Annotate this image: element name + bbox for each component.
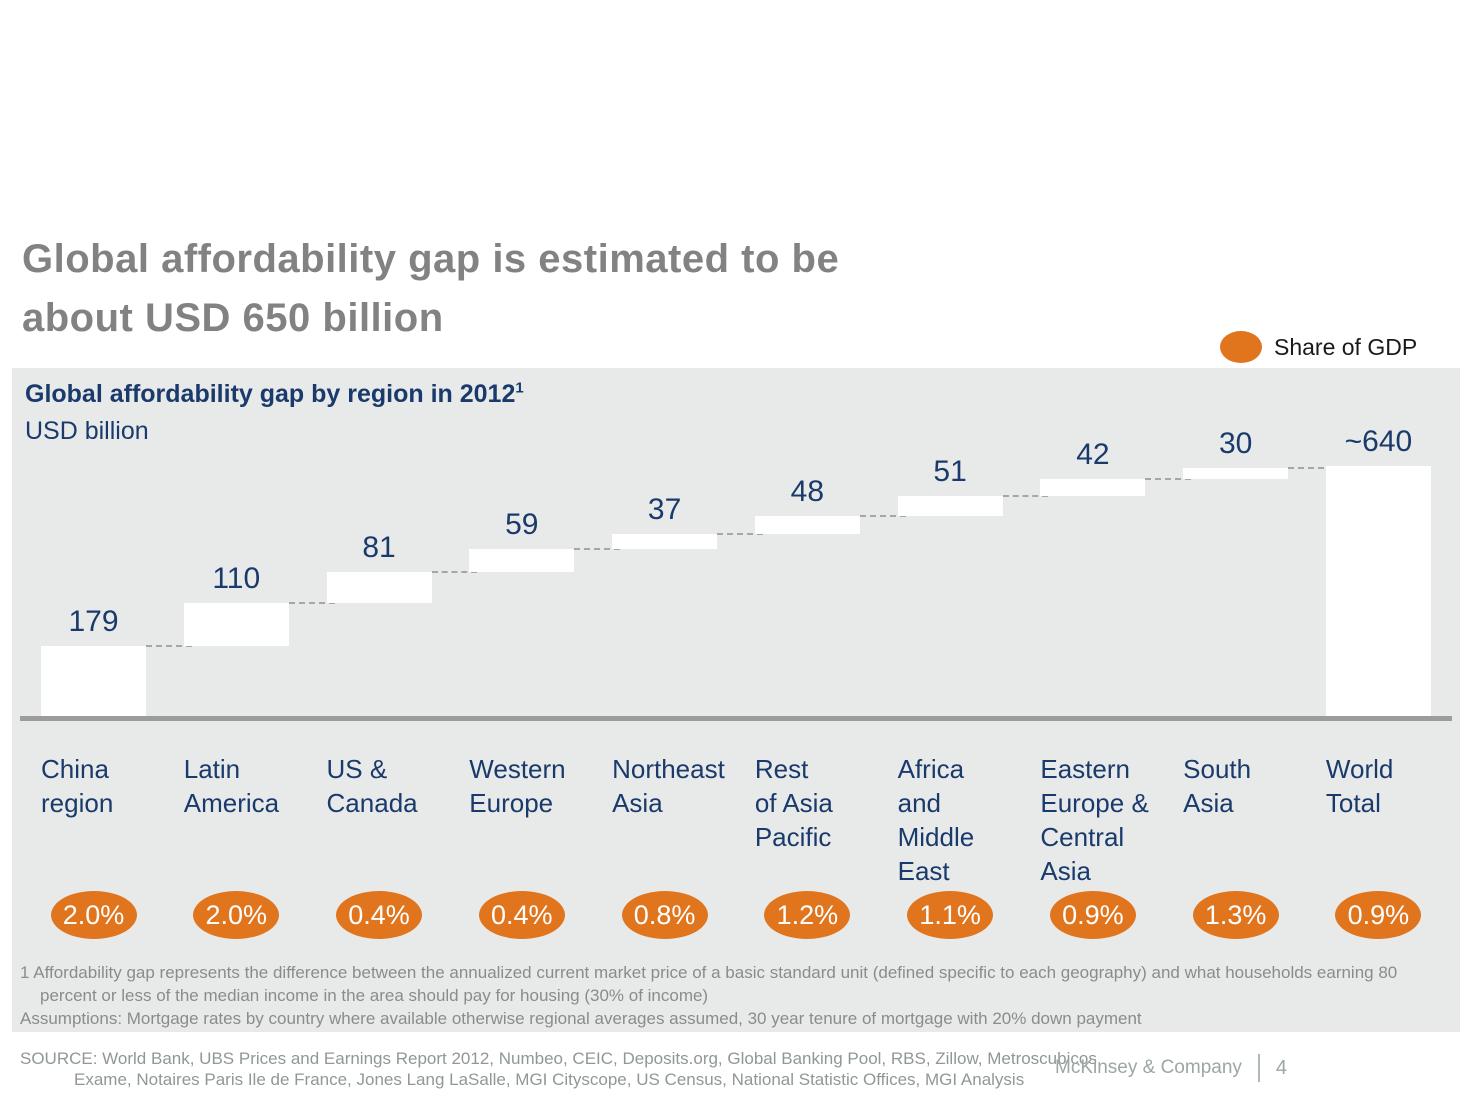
category-label-line: Latin [183, 754, 241, 784]
category-label-eastern-europe-central-asia: Eastern Europe & Central Asia [1040, 752, 1179, 888]
category-label-line: Asia [1183, 788, 1234, 818]
category-label-line: America [183, 788, 280, 818]
bar-value-world-total: ~640 [1344, 425, 1413, 459]
source-note: SOURCE: World Bank, UBS Prices and Earni… [20, 1048, 1102, 1090]
category-label-line: Africa [897, 754, 965, 784]
footnote-line-3: Assumptions: Mortgage rates by country w… [20, 1009, 1142, 1028]
category-label-line: US & [326, 754, 388, 784]
category-label-china-region: China region [41, 752, 180, 820]
bar-value-rest-of-asia-pacific: 48 [790, 474, 825, 508]
category-label-us-canada: US & Canada [327, 752, 466, 820]
source-line-2: Exame, Notaires Paris Ile de France, Jon… [74, 1070, 1025, 1089]
waterfall-bar-eastern-europe-central-asia [1040, 479, 1146, 496]
exhibit-title: Global affordability gap by region in 20… [25, 380, 524, 409]
category-label-line: Total [1325, 788, 1381, 818]
gdp-share-badge-us-canada: 0.4% [336, 891, 423, 939]
category-label-line: China [41, 754, 109, 784]
category-label-line: Eastern [1040, 754, 1130, 784]
gdp-share-badge-western-europe: 0.4% [478, 891, 565, 939]
waterfall-connector-7 [1002, 494, 1049, 497]
category-label-rest-of-asia-pacific: Rest of Asia Pacific [755, 752, 894, 854]
category-label-line: region [41, 788, 114, 818]
waterfall-bar-china-region [41, 646, 146, 716]
category-label-line: Western [469, 754, 566, 784]
gdp-share-badge-rest-of-asia-pacific: 1.2% [764, 891, 851, 939]
category-label-line: Rest [754, 754, 809, 784]
waterfall-bar-world-total [1325, 466, 1431, 716]
unit-label: USD billion [25, 417, 149, 445]
slide-title: Global affordability gap is estimated to… [22, 230, 839, 348]
waterfall-connector-4 [574, 547, 621, 550]
category-label-africa-and-middle-east: Africa and Middle East [898, 752, 1037, 888]
chart-baseline-axis [20, 716, 1452, 721]
category-label-line: Northeast [612, 754, 725, 784]
waterfall-bar-rest-of-asia-pacific [754, 515, 860, 535]
category-label-line: of Asia [754, 788, 833, 818]
brand-name: McKinsey & Company [1055, 1057, 1242, 1078]
waterfall-connector-1 [146, 645, 192, 648]
gdp-share-badge-south-asia: 1.3% [1192, 891, 1279, 939]
waterfall-connector-8 [1145, 478, 1192, 481]
waterfall-bar-us-canada [326, 571, 432, 604]
gdp-share-badge-eastern-europe-central-asia: 0.9% [1049, 891, 1136, 939]
gdp-share-badge-latin-america: 2.0% [193, 891, 280, 939]
bar-value-china-region: 179 [68, 605, 119, 639]
bar-value-south-asia: 30 [1218, 426, 1253, 460]
category-label-western-europe: Western Europe [469, 752, 608, 820]
category-label-south-asia: South Asia [1183, 752, 1322, 820]
bar-value-western-europe: 59 [505, 507, 539, 541]
category-label-northeast-asia: Northeast Asia [612, 752, 751, 820]
orange-ellipse-icon [1220, 331, 1262, 363]
gdp-share-badge-northeast-asia: 0.8% [621, 891, 708, 939]
gdp-legend: Share of GDP [1220, 331, 1417, 363]
gdp-share-badge-china-region: 2.0% [50, 891, 137, 939]
category-label-line: Middle [897, 822, 975, 852]
category-label-line: Asia [1040, 856, 1091, 886]
footnote-line-1: 1 Affordability gap represents the diffe… [20, 963, 1398, 982]
source-line-1: SOURCE: World Bank, UBS Prices and Earni… [20, 1049, 1102, 1068]
category-label-line: Pacific [754, 822, 832, 852]
page-number: 4 [1275, 1056, 1288, 1079]
waterfall-connector-5 [717, 533, 763, 536]
category-label-world-total: World Total [1326, 752, 1465, 820]
waterfall-bar-latin-america [183, 603, 289, 647]
bar-value-eastern-europe-central-asia: 42 [1076, 438, 1110, 472]
bar-value-africa-and-middle-east: 51 [933, 454, 967, 488]
category-label-line: Asia [612, 788, 663, 818]
legend-label: Share of GDP [1274, 333, 1418, 360]
bar-value-us-canada: 81 [362, 530, 396, 564]
slide-footer: McKinsey & Company 4 [1055, 1052, 1287, 1084]
exhibit-title-text: Global affordability gap by region in 20… [25, 380, 516, 408]
category-label-line: World [1325, 754, 1394, 784]
category-label-line: Europe & [1040, 788, 1149, 818]
bar-value-northeast-asia: 37 [647, 493, 682, 527]
waterfall-connector-9 [1288, 466, 1334, 469]
category-label-line: Canada [326, 788, 418, 818]
footnote-line-2: percent or less of the median income in … [40, 986, 709, 1005]
category-label-line: Europe [469, 788, 554, 818]
slide-title-line-2: about USD 650 billion [22, 296, 444, 340]
waterfall-bar-africa-and-middle-east [897, 495, 1003, 516]
waterfall-bar-western-europe [469, 548, 575, 572]
gdp-share-badge-africa-and-middle-east: 1.1% [907, 891, 994, 939]
footer-divider [1257, 1054, 1260, 1082]
waterfall-connector-2 [288, 602, 335, 605]
category-label-line: South [1183, 754, 1252, 784]
bar-value-latin-america: 110 [212, 562, 261, 596]
waterfall-bar-south-asia [1183, 467, 1289, 480]
waterfall-connector-6 [859, 514, 906, 517]
waterfall-bar-northeast-asia [612, 534, 718, 549]
category-label-line: and [897, 788, 941, 818]
gdp-share-badge-world-total: 0.9% [1335, 891, 1422, 939]
category-label-line: Central [1040, 822, 1125, 852]
waterfall-connector-3 [431, 570, 478, 573]
slide-title-line-1: Global affordability gap is estimated to… [22, 237, 840, 281]
category-label-latin-america: Latin America [184, 752, 323, 820]
category-label-line: East [897, 856, 950, 886]
footnote-reference: 1 [515, 379, 524, 397]
footnotes: 1 Affordability gap represents the diffe… [20, 961, 1397, 1030]
